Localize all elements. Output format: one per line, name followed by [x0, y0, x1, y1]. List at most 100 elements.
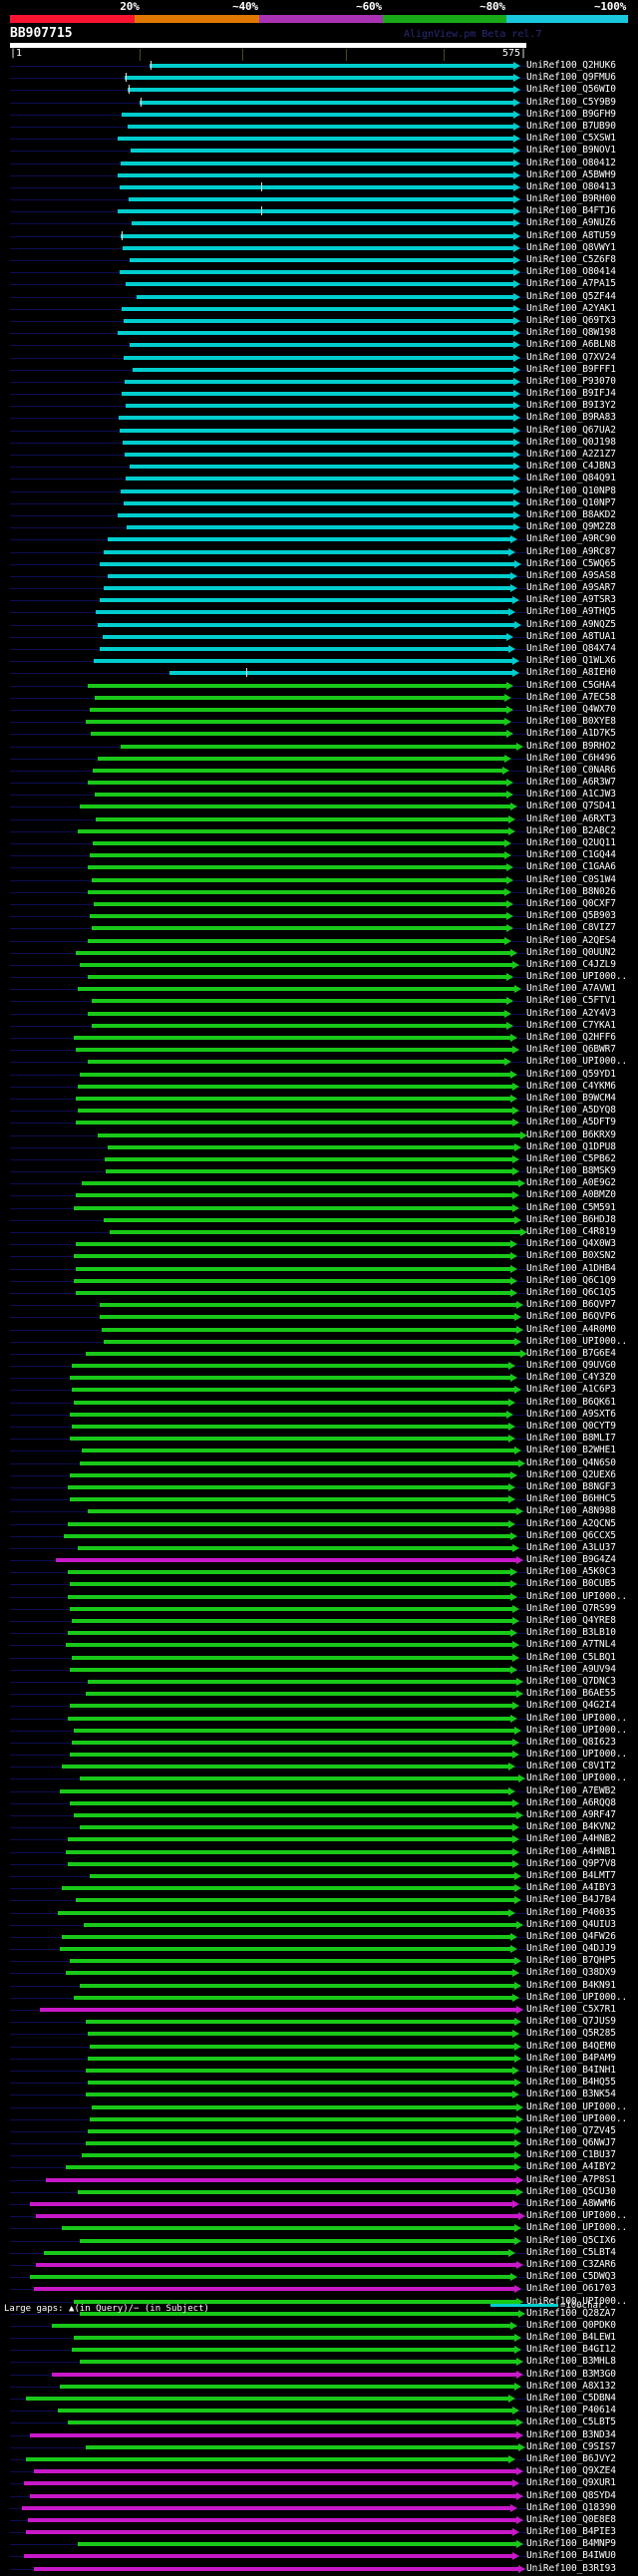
hit-row[interactable]: UniRef100_C5PB62 — [0, 1153, 638, 1166]
hsp-bar[interactable] — [96, 610, 508, 615]
hit-row[interactable]: UniRef100_A9SAR7 — [0, 582, 638, 595]
hit-label[interactable]: UniRef100_C1BU37 — [526, 2149, 616, 2161]
hit-row[interactable]: UniRef100_A9SAS8 — [0, 570, 638, 583]
hsp-bar[interactable] — [64, 1533, 510, 1538]
hit-label[interactable]: UniRef100_B3ND34 — [526, 2428, 616, 2440]
hit-label[interactable]: UniRef100_Q10NP8 — [526, 484, 616, 496]
hit-row[interactable]: UniRef100_A6RXT3 — [0, 812, 638, 826]
hit-row[interactable]: UniRef100_Q67UA2 — [0, 425, 638, 438]
hsp-bar[interactable] — [82, 1449, 514, 1453]
hit-row[interactable]: UniRef100_Q8VWY1 — [0, 242, 638, 255]
hit-label[interactable]: UniRef100_Q4X0W3 — [526, 1238, 616, 1250]
hsp-bar[interactable] — [130, 258, 513, 262]
hit-label[interactable]: UniRef100_Q59YD1 — [526, 1068, 616, 1080]
hsp-bar[interactable] — [46, 2177, 516, 2182]
hsp-bar[interactable] — [72, 1740, 512, 1745]
hsp-bar[interactable] — [88, 2032, 512, 2037]
hsp-bar[interactable] — [95, 695, 504, 700]
hsp-bar[interactable] — [125, 453, 513, 457]
hit-row[interactable]: UniRef100_B6AE55 — [0, 1688, 638, 1701]
hit-row[interactable]: UniRef100_Q4FW26 — [0, 1931, 638, 1944]
hsp-bar[interactable] — [90, 2044, 514, 2049]
hsp-bar[interactable] — [125, 379, 513, 384]
hsp-bar[interactable] — [68, 2420, 516, 2425]
hit-label[interactable]: UniRef100_Q4N6S0 — [526, 1456, 616, 1468]
hit-label[interactable]: UniRef100_A1CJW3 — [526, 789, 616, 801]
hit-label[interactable]: UniRef100_A9TSR3 — [526, 594, 616, 606]
hit-row[interactable]: UniRef100_B9IFJ4 — [0, 388, 638, 401]
hsp-bar[interactable] — [121, 233, 513, 238]
hsp-bar[interactable] — [118, 331, 513, 336]
hsp-bar[interactable] — [80, 962, 512, 967]
hit-row[interactable]: UniRef100_C8VIZ7 — [0, 922, 638, 935]
hit-label[interactable]: UniRef100_Q18390 — [526, 2501, 616, 2513]
hit-row[interactable]: UniRef100_UPI000.. — [0, 1713, 638, 1726]
hit-row[interactable]: UniRef100_B6QVP6 — [0, 1311, 638, 1324]
hsp-bar[interactable] — [58, 2409, 512, 2414]
hit-row[interactable]: UniRef100_Q7DNC3 — [0, 1676, 638, 1689]
hsp-bar[interactable] — [74, 1278, 510, 1283]
hit-row[interactable]: UniRef100_Q2UEX6 — [0, 1469, 638, 1482]
hsp-bar[interactable] — [102, 1327, 516, 1332]
hsp-bar[interactable] — [76, 1048, 512, 1053]
hit-row[interactable]: UniRef100_B9GFH9 — [0, 109, 638, 122]
hit-row[interactable]: UniRef100_C5LBT4 — [0, 2247, 638, 2260]
hit-row[interactable]: UniRef100_Q10NP8 — [0, 484, 638, 498]
hit-row[interactable]: UniRef100_B7QHP5 — [0, 1955, 638, 1968]
hsp-bar[interactable] — [70, 1472, 510, 1477]
hit-label[interactable]: UniRef100_A8TUA1 — [526, 630, 616, 642]
hit-label[interactable]: UniRef100_A0E9G2 — [526, 1177, 616, 1189]
hit-row[interactable]: UniRef100_B7UB90 — [0, 121, 638, 134]
hit-row[interactable]: UniRef100_Q9P7V8 — [0, 1858, 638, 1871]
hit-label[interactable]: UniRef100_UPI000.. — [526, 2222, 628, 2234]
hit-label[interactable]: UniRef100_A2Z1Z7 — [526, 449, 616, 460]
hsp-bar[interactable] — [56, 1558, 516, 1563]
hit-row[interactable]: UniRef100_Q9UVG0 — [0, 1360, 638, 1373]
hsp-bar[interactable] — [70, 1497, 508, 1502]
hsp-bar[interactable] — [130, 343, 513, 348]
hsp-bar[interactable] — [110, 1230, 520, 1234]
hit-label[interactable]: UniRef100_A2QCN5 — [526, 1517, 616, 1529]
hit-label[interactable]: UniRef100_A4R0M0 — [526, 1323, 616, 1335]
hit-label[interactable]: UniRef100_B6JVY2 — [526, 2452, 616, 2464]
hsp-bar[interactable] — [70, 1376, 510, 1381]
hsp-bar[interactable] — [58, 1910, 508, 1915]
hsp-bar[interactable] — [74, 1205, 512, 1210]
hsp-bar[interactable] — [26, 2530, 512, 2535]
hsp-bar[interactable] — [98, 622, 514, 627]
hsp-bar[interactable] — [74, 1995, 512, 2000]
hit-row[interactable]: UniRef100_C5LBQ1 — [0, 1652, 638, 1665]
hit-label[interactable]: UniRef100_C4R819 — [526, 1226, 616, 1237]
hsp-bar[interactable] — [82, 1181, 518, 1186]
hit-label[interactable]: UniRef100_Q6C1Q5 — [526, 1286, 616, 1298]
hsp-bar[interactable] — [74, 2299, 516, 2304]
hsp-bar[interactable] — [70, 1800, 512, 1805]
hit-row[interactable]: UniRef100_A7EWB2 — [0, 1785, 638, 1798]
hit-row[interactable]: UniRef100_Q4G2I4 — [0, 1700, 638, 1713]
hit-label[interactable]: UniRef100_C1GAA6 — [526, 861, 616, 873]
hit-label[interactable]: UniRef100_B6KRX9 — [526, 1128, 616, 1140]
hit-label[interactable]: UniRef100_B4LEW1 — [526, 2332, 616, 2344]
hit-label[interactable]: UniRef100_C5LBT5 — [526, 2416, 616, 2428]
hit-label[interactable]: UniRef100_C5FTV1 — [526, 995, 616, 1007]
hit-label[interactable]: UniRef100_Q9FMU6 — [526, 72, 616, 84]
hit-row[interactable]: UniRef100_B6HHC5 — [0, 1493, 638, 1506]
hsp-bar[interactable] — [70, 1437, 508, 1442]
hit-label[interactable]: UniRef100_B4PIE3 — [526, 2526, 616, 2538]
hit-label[interactable]: UniRef100_B9RA83 — [526, 412, 616, 424]
hsp-bar[interactable] — [98, 1132, 520, 1137]
hit-row[interactable]: UniRef100_A7AVW1 — [0, 983, 638, 996]
hit-row[interactable]: UniRef100_B8MSK9 — [0, 1165, 638, 1178]
hsp-bar[interactable] — [90, 1873, 514, 1878]
hit-label[interactable]: UniRef100_A6RXT3 — [526, 812, 616, 824]
hit-label[interactable]: UniRef100_C7YKA1 — [526, 1019, 616, 1031]
hsp-bar[interactable] — [98, 756, 504, 761]
hsp-bar[interactable] — [92, 2104, 516, 2109]
hsp-bar[interactable] — [92, 999, 506, 1004]
hsp-bar[interactable] — [88, 1509, 516, 1514]
hsp-bar[interactable] — [100, 1315, 514, 1320]
hsp-bar[interactable] — [95, 793, 506, 798]
hit-row[interactable]: UniRef100_A5DFT9 — [0, 1117, 638, 1129]
hsp-bar[interactable] — [62, 1934, 510, 1939]
hit-label[interactable]: UniRef100_B8N026 — [526, 885, 616, 897]
